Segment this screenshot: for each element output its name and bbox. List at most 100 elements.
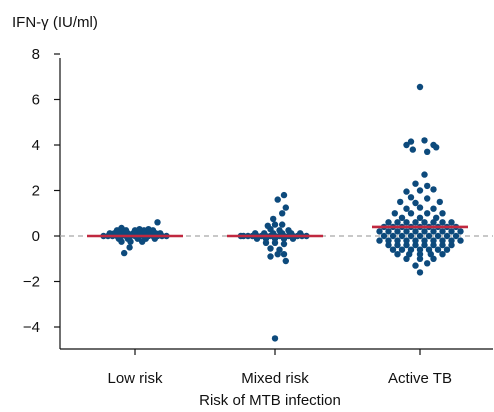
data-point [121,249,128,257]
data-point [279,221,286,228]
data-point [398,246,406,253]
data-point [430,228,437,235]
data-point [424,195,431,202]
data-point [403,241,410,249]
data-point [394,219,401,226]
data-point [270,215,277,223]
data-point [154,219,161,226]
y-tick-label: −4 [23,319,40,336]
data-point [139,238,146,245]
data-point [421,237,428,244]
data-point [271,335,279,342]
data-point [412,241,419,249]
data-point [271,221,279,228]
data-point [274,196,281,203]
data-point [416,246,424,253]
data-point [424,210,431,217]
data-point [424,260,431,267]
data-point [394,251,401,258]
x-tick-label: Mixed risk [241,370,309,387]
data-point [416,232,424,240]
data-point [407,138,415,145]
data-point [443,232,451,240]
data-point [421,171,428,178]
data-point [421,219,428,226]
y-tick-label: 6 [32,92,40,109]
data-point [136,226,143,233]
data-point [267,253,274,260]
data-point [448,241,455,249]
data-point [376,237,383,244]
data-point [412,199,419,207]
data-point [457,228,464,235]
data-point [391,210,398,217]
data-point [376,228,383,235]
y-ticks: −4 −2 0 2 4 6 8 [23,46,60,336]
data-point [439,237,446,244]
x-axis-title: Risk of MTB infection [199,392,341,409]
data-point [421,228,428,235]
data-point [448,219,455,226]
data-point [421,241,428,249]
data-point [425,232,433,240]
data-point [126,244,133,251]
data-point [276,227,283,234]
data-point [433,144,440,151]
data-point [127,238,134,245]
data-point [403,237,410,244]
data-point [443,246,451,253]
data-point [282,204,289,211]
data-point [439,241,446,249]
data-point [430,186,437,193]
data-point [430,219,437,226]
data-point [412,262,419,269]
data-point [416,255,424,262]
y-tick-label: 0 [32,228,40,245]
data-point [430,237,437,244]
data-point [403,255,410,262]
median-lines [87,225,468,238]
data-point [448,228,455,235]
data-point [403,228,410,235]
data-point [430,241,437,249]
data-point [118,224,125,232]
data-point [403,141,410,149]
y-tick-label: 8 [32,46,40,63]
data-point [267,245,274,252]
data-point [439,228,446,235]
data-point [424,182,431,190]
data-point [385,228,392,235]
data-point [448,237,455,244]
data-point [145,226,152,233]
y-tick-label: −2 [23,274,40,291]
data-point [380,232,388,240]
data-point [416,269,424,276]
data-point [412,237,419,244]
data-point [436,198,443,206]
data-point [403,205,410,212]
data-point [407,210,415,217]
data-point [439,210,446,217]
data-point [421,137,428,144]
data-point [403,188,410,195]
data-point [416,83,424,91]
data-point [412,219,419,226]
data-point [412,180,419,187]
x-tick-label: Active TB [388,370,452,387]
data-point [397,198,404,206]
data-point [407,194,415,201]
data-point [274,251,281,258]
data-point [416,251,424,258]
data-point [118,238,125,245]
data-point [434,232,442,240]
y-tick-label: 4 [32,137,40,154]
data-point [280,251,288,258]
data-point [262,239,270,246]
x-ticks: Low risk Mixed risk Active TB [107,349,452,387]
data-point [424,148,431,155]
data-point [457,237,464,244]
data-point [434,246,442,253]
data-point [389,232,397,240]
y-axis-title: IFN-γ (IU/ml) [12,14,98,31]
